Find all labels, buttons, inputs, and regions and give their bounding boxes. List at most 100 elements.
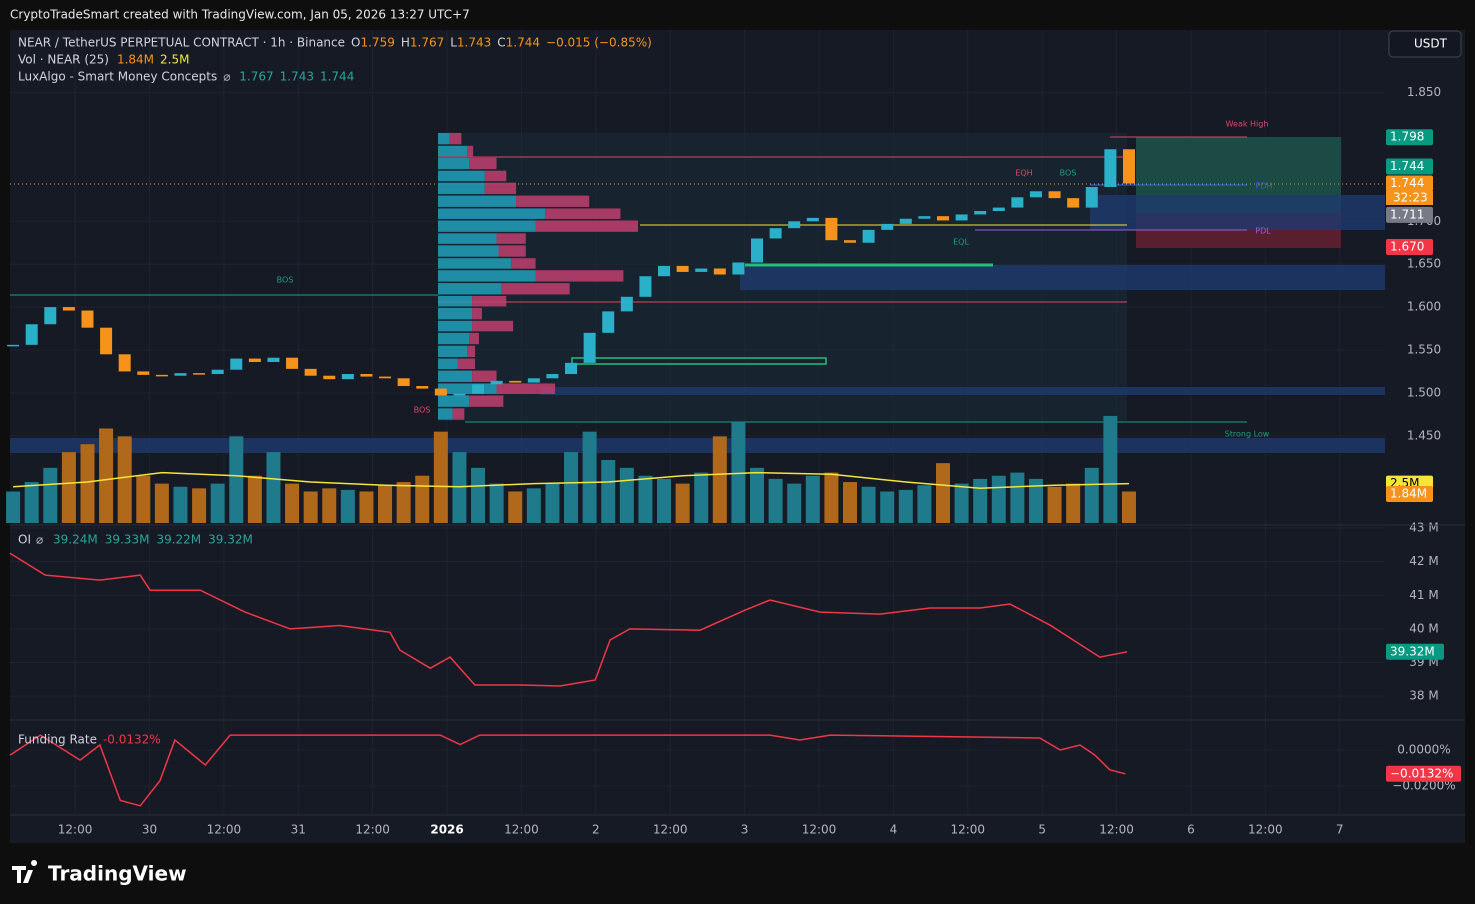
volume-bar bbox=[917, 485, 932, 523]
x-tick-label: 2 bbox=[592, 823, 600, 837]
countdown: 32:23 bbox=[1393, 191, 1428, 205]
y-tick-label: 0.0000% bbox=[1397, 743, 1450, 757]
y-tick-label: 41 M bbox=[1409, 588, 1438, 602]
legend-value: 1.744 bbox=[320, 70, 354, 84]
volume-bar bbox=[154, 483, 169, 523]
volume-bar bbox=[6, 491, 21, 523]
x-tick-label: 12:00 bbox=[653, 823, 688, 837]
currency-button[interactable] bbox=[1388, 30, 1462, 58]
volume-bar bbox=[247, 475, 262, 523]
series-line bbox=[9, 734, 1126, 807]
candle bbox=[676, 265, 689, 272]
volume-bar bbox=[192, 488, 207, 523]
legend-value: 2.5M bbox=[160, 53, 189, 67]
volume-bar bbox=[898, 489, 913, 523]
profile-buy bbox=[438, 295, 473, 307]
axis-label-bg bbox=[1386, 765, 1461, 782]
candle bbox=[899, 218, 912, 224]
profile-sell bbox=[467, 145, 474, 157]
profile-sell bbox=[501, 283, 570, 295]
volume-bar bbox=[564, 452, 579, 523]
profile-sell bbox=[545, 208, 621, 219]
currency[interactable]: USDT bbox=[1414, 37, 1448, 51]
x-tick-label: 5 bbox=[1038, 823, 1046, 837]
volume-bar bbox=[973, 478, 988, 523]
profile-buy bbox=[438, 408, 453, 420]
candle bbox=[453, 393, 466, 396]
volume-bar bbox=[1010, 472, 1025, 523]
axis-label: 1.744 bbox=[1390, 159, 1424, 173]
volume-bar bbox=[322, 488, 337, 523]
y-tick-label: 1.550 bbox=[1407, 342, 1441, 356]
annotation: EQH bbox=[1015, 169, 1032, 178]
volume-bar bbox=[396, 482, 411, 523]
profile-buy bbox=[438, 283, 502, 295]
volume-bar bbox=[61, 452, 76, 523]
candle bbox=[918, 216, 931, 219]
volume-bar bbox=[1103, 415, 1118, 523]
profile-buy bbox=[438, 132, 450, 145]
x-tick-label: 2026 bbox=[430, 823, 463, 837]
annotation: Weak High bbox=[1226, 120, 1269, 129]
candle bbox=[713, 268, 726, 275]
candle bbox=[1104, 149, 1117, 187]
profile-buy bbox=[438, 170, 485, 182]
candle bbox=[695, 268, 708, 272]
order-block bbox=[540, 387, 1385, 395]
x-tick-label: 12:00 bbox=[1099, 823, 1134, 837]
candle bbox=[248, 358, 261, 363]
profile-sell bbox=[469, 157, 497, 170]
profile-sell bbox=[469, 395, 504, 407]
candle bbox=[360, 374, 373, 377]
axis-label-bg bbox=[1386, 158, 1433, 175]
volume-bar bbox=[582, 431, 597, 523]
candle bbox=[230, 358, 243, 370]
y-tick-label: 42 M bbox=[1409, 554, 1438, 568]
vol-name: Vol · NEAR (25) bbox=[18, 53, 109, 67]
candle bbox=[732, 262, 745, 275]
series-line bbox=[9, 552, 1128, 687]
candle bbox=[1067, 198, 1080, 208]
profile-buy bbox=[438, 358, 458, 370]
volume-bar bbox=[880, 491, 895, 523]
header-text: CryptoTradeSmart created with TradingVie… bbox=[10, 8, 470, 22]
volume-bar bbox=[452, 452, 467, 523]
profile-buy bbox=[438, 383, 497, 394]
candle bbox=[769, 228, 782, 239]
candle bbox=[565, 362, 578, 375]
profile-buy bbox=[438, 245, 499, 257]
profile-buy bbox=[438, 220, 536, 232]
volume-bar bbox=[824, 472, 839, 523]
profile-buy bbox=[438, 195, 517, 207]
legend-value: 1.84M bbox=[117, 53, 154, 67]
legend-value: 39.24M bbox=[53, 533, 98, 547]
volume-bar bbox=[229, 436, 244, 523]
volume-bar bbox=[24, 482, 39, 523]
symbol: NEAR / TetherUS PERPETUAL CONTRACT · 1h … bbox=[18, 36, 345, 50]
candle bbox=[472, 384, 485, 394]
candle bbox=[844, 240, 857, 243]
y-tick-label: 1.850 bbox=[1407, 85, 1441, 99]
profile-sell bbox=[498, 245, 526, 257]
x-tick-label: 12:00 bbox=[950, 823, 985, 837]
annotation: PDL bbox=[1255, 227, 1271, 236]
axis-label: −0.0132% bbox=[1390, 766, 1453, 780]
candle bbox=[286, 357, 299, 369]
order-block bbox=[740, 265, 1385, 290]
profile-sell bbox=[452, 408, 465, 420]
volume-bar bbox=[359, 491, 374, 523]
annotation: EQL bbox=[953, 238, 969, 247]
legend-value: 39.33M bbox=[105, 533, 150, 547]
volume-bar bbox=[1084, 467, 1099, 523]
oi-title: OI bbox=[18, 533, 31, 547]
volume-bar bbox=[136, 475, 151, 523]
volume-bar bbox=[954, 483, 969, 523]
y-tick-label: 40 M bbox=[1409, 621, 1438, 635]
volume-bar bbox=[508, 491, 523, 523]
profile-sell bbox=[535, 220, 638, 232]
profile-buy bbox=[438, 182, 485, 195]
axis-label: 1.798 bbox=[1390, 130, 1424, 144]
funding-title: Funding Rate bbox=[18, 733, 97, 747]
